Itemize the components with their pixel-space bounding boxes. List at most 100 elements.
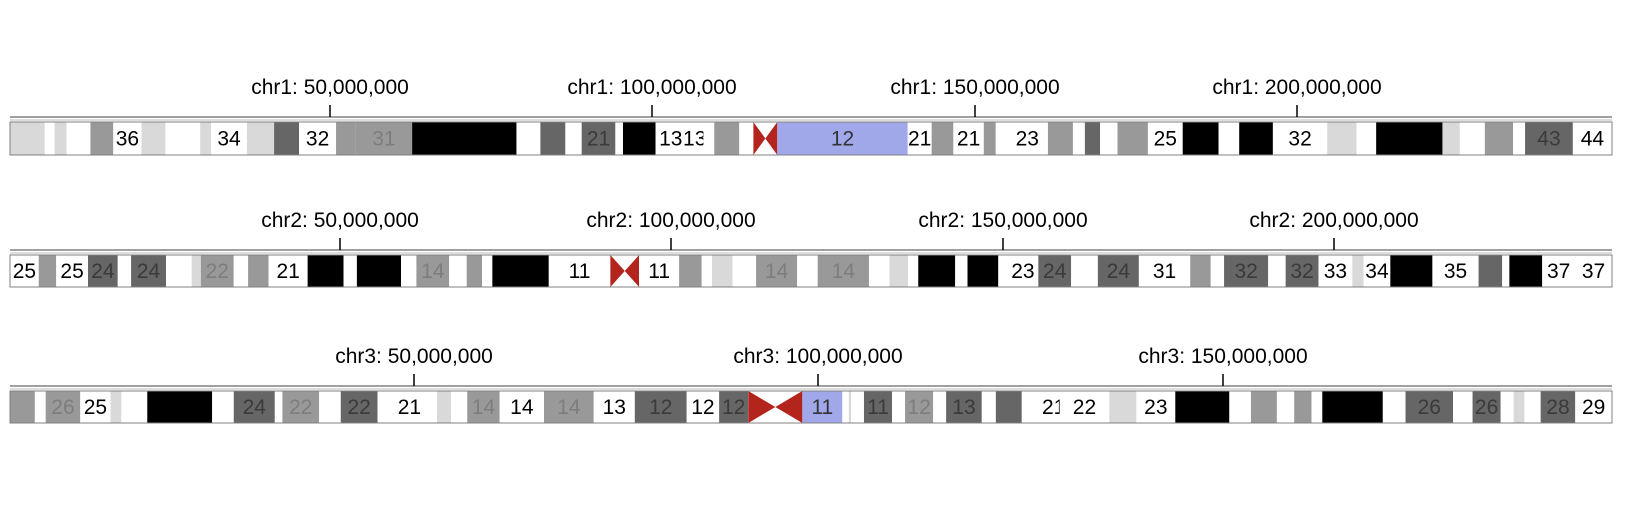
cytoband[interactable] — [622, 122, 656, 155]
cytoband[interactable] — [466, 255, 483, 287]
cytoband[interactable]: 37 — [1575, 255, 1612, 287]
cytoband[interactable] — [336, 122, 356, 155]
cytoband[interactable] — [610, 255, 640, 287]
cytoband[interactable]: 28 — [1540, 391, 1576, 423]
cytoband[interactable] — [732, 255, 757, 287]
cytoband[interactable]: 12 — [777, 122, 908, 155]
cytoband[interactable]: 24 — [131, 255, 166, 287]
cytoband[interactable]: 25 — [10, 255, 39, 287]
cytoband[interactable] — [191, 255, 201, 287]
cytoband[interactable]: 35 — [1432, 255, 1479, 287]
cytoband[interactable]: 26 — [1472, 391, 1501, 423]
cytoband[interactable]: 11 — [863, 391, 893, 423]
cytoband[interactable]: 14 — [467, 391, 500, 423]
cytoband[interactable] — [1311, 391, 1323, 423]
cytoband[interactable] — [983, 122, 996, 155]
cytoband[interactable] — [565, 122, 582, 155]
cytoband[interactable]: 32 — [299, 122, 337, 155]
cytoband[interactable] — [842, 391, 849, 423]
cytoband[interactable] — [1453, 391, 1473, 423]
cytoband[interactable]: 25 — [80, 391, 111, 423]
cytoband[interactable]: 14 — [416, 255, 450, 287]
cytoband[interactable] — [274, 122, 300, 155]
cytoband[interactable] — [377, 391, 382, 423]
cytoband[interactable]: 22 — [200, 255, 234, 287]
cytoband[interactable] — [1210, 255, 1225, 287]
cytoband[interactable]: 22 — [1059, 391, 1110, 423]
cytoband[interactable] — [212, 391, 234, 423]
cytoband[interactable]: 14 — [544, 391, 594, 423]
cytoband[interactable] — [1390, 255, 1433, 287]
cytoband[interactable] — [711, 255, 733, 287]
cytoband[interactable]: 23 — [1006, 122, 1048, 155]
cytoband[interactable] — [10, 122, 24, 155]
cytoband[interactable] — [797, 255, 818, 287]
cytoband[interactable]: 23 — [1007, 255, 1039, 287]
cytoband[interactable]: 24 — [87, 255, 118, 287]
cytoband[interactable] — [401, 255, 417, 287]
cytoband[interactable] — [449, 255, 467, 287]
cytoband[interactable] — [343, 255, 357, 287]
cytoband[interactable] — [995, 391, 1022, 423]
cytoband[interactable] — [1117, 122, 1148, 155]
cytoband[interactable]: 24 — [1097, 255, 1139, 287]
cytoband[interactable] — [451, 391, 468, 423]
cytoband[interactable] — [1513, 391, 1525, 423]
cytoband[interactable] — [66, 122, 91, 155]
cytoband[interactable]: 11 — [802, 391, 843, 423]
cytoband[interactable] — [892, 391, 906, 423]
cytoband[interactable]: 14 — [499, 391, 544, 423]
cytoband[interactable] — [274, 391, 283, 423]
cytoband[interactable] — [34, 391, 46, 423]
cytoband[interactable] — [1071, 255, 1098, 287]
cytoband[interactable]: 12 — [719, 391, 749, 423]
cytoband[interactable] — [848, 391, 851, 423]
cytoband[interactable] — [482, 255, 493, 287]
cytoband[interactable]: 26 — [45, 391, 81, 423]
cytoband[interactable] — [233, 255, 249, 287]
cytoband[interactable]: 22 — [340, 391, 378, 423]
cytoband[interactable]: 43 — [1525, 122, 1573, 155]
cytoband[interactable]: 29 — [1575, 391, 1612, 423]
cytoband[interactable] — [931, 122, 954, 155]
cytoband[interactable] — [739, 122, 754, 155]
cytoband[interactable] — [1294, 391, 1312, 423]
cytoband[interactable] — [1327, 122, 1357, 155]
cytoband[interactable] — [540, 122, 566, 155]
cytoband[interactable]: 12 — [634, 391, 687, 423]
cytoband[interactable] — [1175, 391, 1230, 423]
cytoband[interactable] — [1072, 122, 1085, 155]
cytoband[interactable] — [1524, 391, 1541, 423]
cytoband[interactable] — [38, 255, 57, 287]
cytoband[interactable] — [967, 255, 999, 287]
cytoband[interactable] — [1356, 122, 1377, 155]
cytoband[interactable] — [436, 391, 452, 423]
cytoband[interactable] — [1021, 391, 1048, 423]
cytoband[interactable] — [1502, 255, 1510, 287]
cytoband[interactable] — [10, 391, 35, 423]
cytoband[interactable]: 32 — [1272, 122, 1328, 155]
cytoband[interactable]: 25 — [1147, 122, 1183, 155]
cytoband[interactable]: 36 — [113, 122, 142, 155]
cytoband[interactable]: 13 — [655, 122, 687, 155]
cytoband[interactable] — [1190, 255, 1211, 287]
cytoband[interactable] — [1459, 122, 1485, 155]
cytoband[interactable]: 11 — [639, 255, 680, 287]
cytoband[interactable] — [1352, 255, 1364, 287]
cytoband[interactable]: 13 — [946, 391, 982, 423]
cytoband[interactable] — [1109, 391, 1137, 423]
cytoband[interactable] — [701, 255, 712, 287]
cytoband[interactable] — [141, 122, 166, 155]
cytoband[interactable] — [516, 122, 541, 155]
cytoband[interactable] — [117, 255, 132, 287]
cytoband[interactable] — [187, 122, 201, 155]
cytoband[interactable]: 13 — [683, 122, 706, 155]
cytoband[interactable] — [54, 122, 67, 155]
cytoband[interactable] — [998, 255, 1008, 287]
cytoband[interactable]: 44 — [1572, 122, 1612, 155]
cytoband[interactable]: 21 — [1042, 391, 1065, 423]
cytoband[interactable] — [703, 122, 715, 155]
cytoband[interactable] — [615, 122, 623, 155]
cytoband[interactable] — [995, 122, 1007, 155]
cytoband[interactable]: 34 — [1363, 255, 1391, 287]
